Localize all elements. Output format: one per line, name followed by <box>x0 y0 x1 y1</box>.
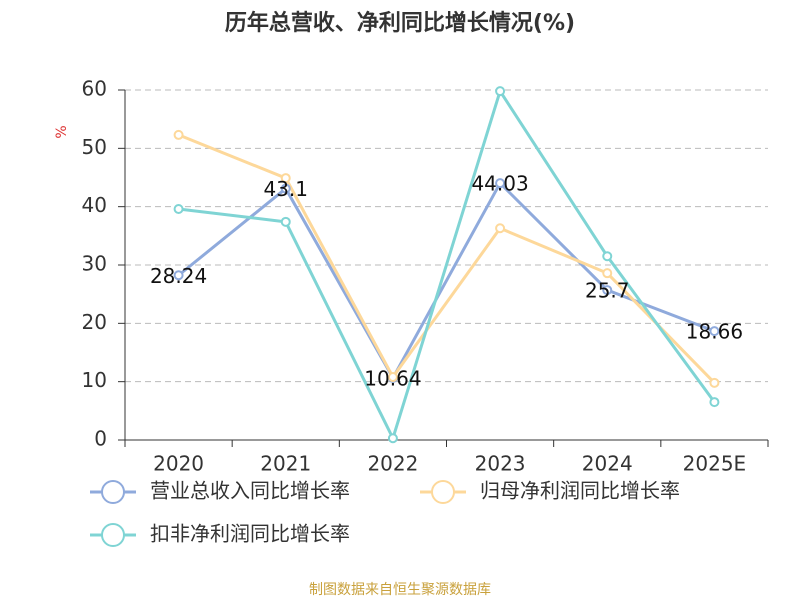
data-point <box>495 223 506 234</box>
legend-label: 归母净利润同比增长率 <box>480 479 680 503</box>
data-label: 18.66 <box>686 320 743 344</box>
y-tick-label: 40 <box>82 193 107 217</box>
data-point <box>495 86 506 97</box>
data-label: 10.64 <box>364 366 421 390</box>
data-label: 44.03 <box>471 172 528 196</box>
data-label: 28.24 <box>150 264 207 288</box>
x-tick-label: 2023 <box>475 452 526 476</box>
data-point <box>709 397 720 408</box>
data-point <box>602 285 613 296</box>
data-point <box>173 204 184 214</box>
series-line <box>178 87 716 443</box>
y-tick-label: 50 <box>82 135 107 159</box>
y-tick-label: 60 <box>82 77 107 101</box>
legend-marker <box>101 480 125 504</box>
y-tick-label: 0 <box>94 427 107 451</box>
y-axis-label: % <box>54 125 70 138</box>
data-point <box>280 183 291 194</box>
legend-label: 营业总收入同比增长率 <box>150 479 350 503</box>
data-point <box>173 270 184 281</box>
data-point <box>709 377 720 388</box>
x-tick-label: 2020 <box>153 452 204 476</box>
data-point <box>280 173 291 184</box>
x-tick-label: 2025E <box>683 452 747 476</box>
y-tick-label: 10 <box>82 368 107 392</box>
legend-marker <box>431 480 455 504</box>
data-label: 25.7 <box>585 279 630 303</box>
y-tick-label: 30 <box>82 252 107 276</box>
data-label: 43.1 <box>263 177 308 201</box>
source-note: 制图数据来自恒生聚源数据库 <box>309 582 491 598</box>
data-point <box>495 178 506 189</box>
data-point <box>709 326 720 337</box>
data-point <box>387 372 398 382</box>
y-tick-label: 20 <box>82 310 107 334</box>
data-point <box>602 251 613 262</box>
data-point <box>602 268 613 279</box>
legend-marker <box>101 523 125 547</box>
data-point <box>387 433 398 444</box>
data-point <box>173 129 184 140</box>
x-tick-label: 2024 <box>582 452 633 476</box>
x-tick-label: 2022 <box>367 452 418 476</box>
data-point <box>280 216 291 227</box>
x-tick-label: 2021 <box>260 452 311 476</box>
chart-title: 历年总营收、净利同比增长情况(%) <box>225 10 575 36</box>
series-line <box>178 133 716 384</box>
legend-label: 扣非净利润同比增长率 <box>150 522 350 546</box>
series-line <box>177 180 715 382</box>
